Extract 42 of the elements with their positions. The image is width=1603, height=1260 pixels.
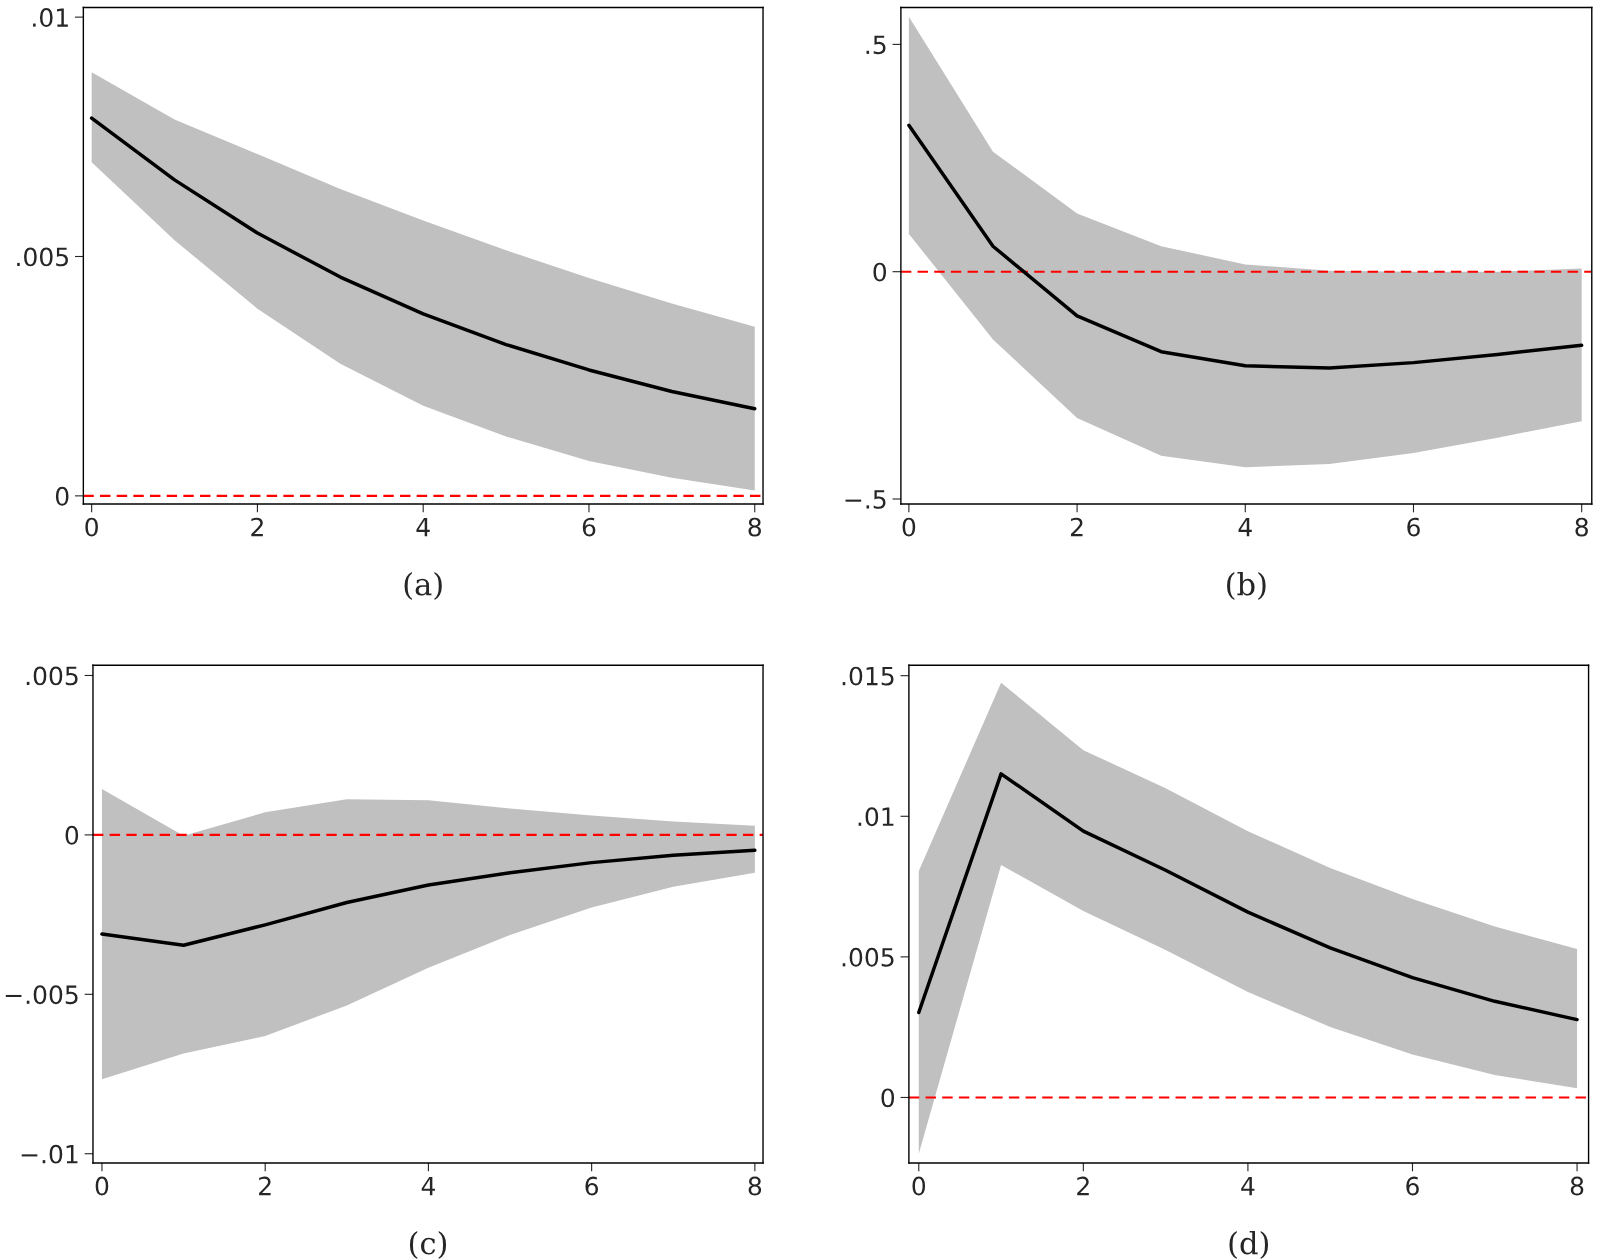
x-tick-label: 8 [1575,517,1588,537]
x-tick-label: 6 [1406,1176,1419,1196]
x-tick-label: 0 [902,517,916,537]
line-series [100,848,757,947]
x-tick-label: 0 [912,1176,926,1196]
y-tick-label: .005 [26,666,78,686]
y-tick-label: .01 [33,8,68,27]
x-tick-label: 4 [1238,517,1252,537]
x-axis-title: (d) [1229,1230,1269,1259]
x-tick-label: 4 [421,1176,435,1196]
x-tick-label: 2 [1077,1176,1089,1196]
y-tick-label: 0 [55,486,69,506]
x-tick-label: 0 [95,1176,109,1196]
y-tick-label: .005 [842,947,894,967]
line-series [917,772,1579,1022]
x-tick-label: 6 [582,517,596,537]
x-tick-label: 8 [1570,1176,1584,1196]
y-tick-label: 0 [65,825,79,845]
x-tick-label: 4 [416,517,430,537]
x-axis-title: (a) [404,571,442,600]
x-tick-label: 8 [748,1176,762,1196]
x-tick-label: 8 [748,517,761,537]
x-tick-label: 6 [585,1176,599,1196]
x-tick-label: 2 [1070,517,1083,537]
x-tick-label: 6 [1407,517,1420,537]
x-axis-title: (c) [409,1230,447,1259]
x-tick-label: 2 [251,517,263,537]
x-axis-title: (b) [1227,571,1266,600]
y-tick-label: −.5 [845,490,886,509]
y-tick-label: 0 [873,262,887,282]
y-tick-label: .5 [866,35,886,55]
y-tick-label: −.005 [5,985,78,1005]
line-series [907,123,1584,370]
line-series [89,116,757,411]
x-tick-label: 2 [259,1176,271,1196]
y-tick-label: 0 [881,1088,895,1108]
y-tick-label: .01 [858,807,894,827]
x-tick-label: 4 [1241,1176,1255,1196]
y-tick-label: .015 [842,666,894,686]
y-tick-label: .005 [17,247,68,267]
x-tick-label: 0 [85,517,98,537]
y-tick-label: −.01 [21,1144,78,1164]
